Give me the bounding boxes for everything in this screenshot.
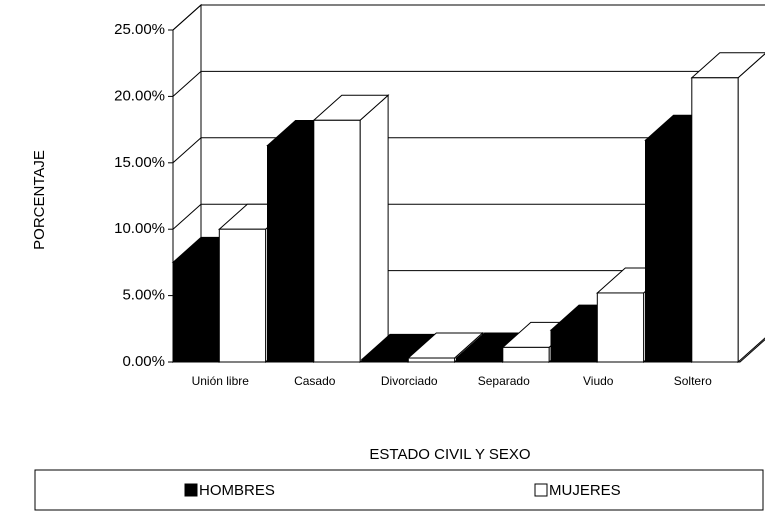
grid-line [172, 4, 765, 31]
bar [456, 357, 504, 363]
x-axis-label: ESTADO CIVIL Y SEXO [369, 446, 530, 463]
bar [550, 329, 598, 363]
bar [361, 358, 409, 363]
x-tick-label: Soltero [674, 374, 712, 388]
legend-label: MUJERES [549, 482, 621, 499]
x-tick-label: Unión libre [192, 374, 250, 388]
y-tick-label: 0.00% [122, 353, 165, 370]
grid-line [172, 137, 765, 164]
y-tick-label: 5.00% [122, 287, 165, 304]
bar [267, 145, 315, 363]
bar [691, 77, 739, 363]
y-tick-label: 10.00% [114, 220, 165, 237]
bar [645, 139, 693, 363]
grid-line [172, 203, 765, 230]
bar-side [359, 94, 389, 364]
x-tick-label: Viudo [583, 374, 614, 388]
bar [502, 346, 550, 363]
grid-line [172, 70, 765, 97]
bar-side [737, 53, 765, 364]
y-tick-label: 15.00% [114, 154, 165, 171]
legend-swatch [534, 483, 548, 497]
bar [313, 119, 361, 363]
legend-swatch [184, 483, 198, 497]
legend-label: HOMBRES [199, 482, 275, 499]
bar [218, 228, 267, 363]
x-tick-label: Casado [294, 374, 336, 388]
y-tick-label: 20.00% [114, 87, 165, 104]
bar [172, 261, 220, 363]
bar [596, 292, 645, 363]
y-axis-label: PORCENTAJE [31, 150, 48, 250]
x-tick-label: Separado [478, 374, 530, 388]
x-tick-label: Divorciado [381, 374, 438, 388]
legend-box [34, 469, 764, 511]
y-tick-label: 25.00% [114, 21, 165, 38]
bar [407, 357, 456, 363]
